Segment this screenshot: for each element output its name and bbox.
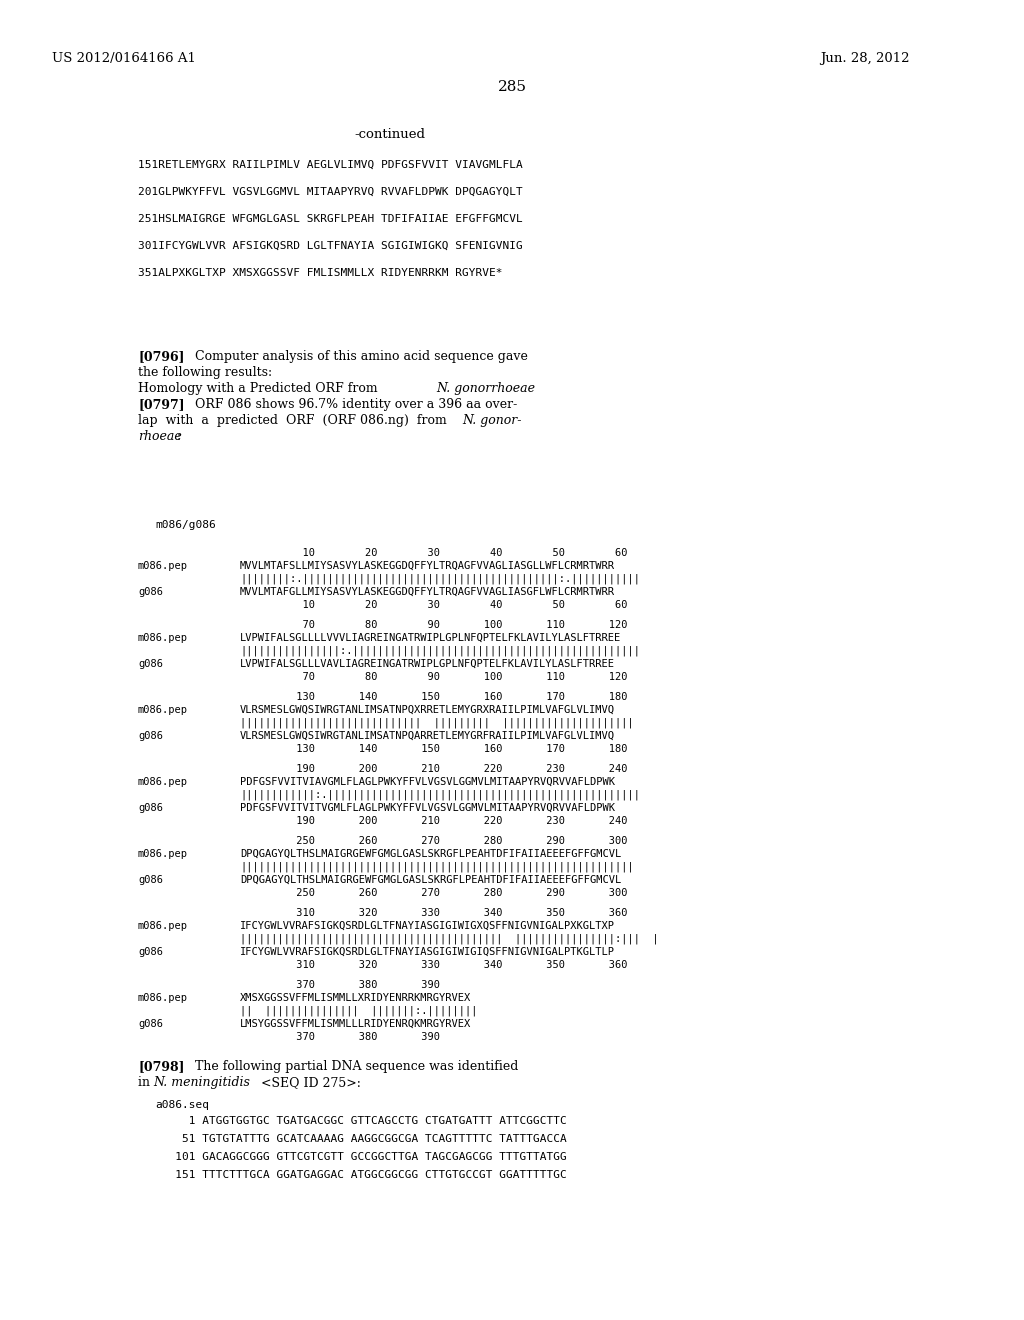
Text: MVVLMTAFGLLMIYSASVYLASKEGGDQFFYLTRQAGFVVAGLIASGFLWFLCRMRTWRR: MVVLMTAFGLLMIYSASVYLASKEGGDQFFYLTRQAGFVV… xyxy=(240,587,615,597)
Text: LVPWIFALSGLLLLVVVLIAGREINGATRWIPLGPLNFQPTELFKLAVILYLASLFTRREE: LVPWIFALSGLLLLVVVLIAGREINGATRWIPLGPLNFQP… xyxy=(240,634,622,643)
Text: 1 ATGGTGGTGC TGATGACGGC GTTCAGCCTG CTGATGATTT ATTCGGCTTC: 1 ATGGTGGTGC TGATGACGGC GTTCAGCCTG CTGAT… xyxy=(155,1115,566,1126)
Text: Jun. 28, 2012: Jun. 28, 2012 xyxy=(820,51,909,65)
Text: Homology with a Predicted ORF from: Homology with a Predicted ORF from xyxy=(138,381,382,395)
Text: g086: g086 xyxy=(138,803,163,813)
Text: 70        80        90       100       110       120: 70 80 90 100 110 120 xyxy=(240,620,628,630)
Text: 130       140       150       160       170       180: 130 140 150 160 170 180 xyxy=(240,692,628,702)
Text: ORF 086 shows 96.7% identity over a 396 aa over-: ORF 086 shows 96.7% identity over a 396 … xyxy=(183,399,517,411)
Text: IFCYGWLVVRAFSIGKQSRDLGLTFNAYIASGIGIWIGXQSFFNIGVNIGALPXKGLTXP: IFCYGWLVVRAFSIGKQSRDLGLTFNAYIASGIGIWIGXQ… xyxy=(240,921,615,931)
Text: 10        20        30        40        50        60: 10 20 30 40 50 60 xyxy=(240,548,628,558)
Text: PDFGSFVVITVIAVGMLFLAGLPWKYFFVLVGSVLGGMVLMITAAPYRVQRVVAFLDPWK: PDFGSFVVITVIAVGMLFLAGLPWKYFFVLVGSVLGGMVL… xyxy=(240,777,615,787)
Text: lap  with  a  predicted  ORF  (ORF 086.ng)  from: lap with a predicted ORF (ORF 086.ng) fr… xyxy=(138,414,451,426)
Text: m086.pep: m086.pep xyxy=(138,634,188,643)
Text: Computer analysis of this amino acid sequence gave: Computer analysis of this amino acid seq… xyxy=(183,350,528,363)
Text: ||||||||:.|||||||||||||||||||||||||||||||||||||||||:.|||||||||||: ||||||||:.||||||||||||||||||||||||||||||… xyxy=(240,574,640,585)
Text: 130       140       150       160       170       180: 130 140 150 160 170 180 xyxy=(240,744,628,754)
Text: 190       200       210       220       230       240: 190 200 210 220 230 240 xyxy=(240,764,628,774)
Text: IFCYGWLVVRAFSIGKQSRDLGLTFNAYIASGIGIWIGIQSFFNIGVNIGALPTKGLTLP: IFCYGWLVVRAFSIGKQSRDLGLTFNAYIASGIGIWIGIQ… xyxy=(240,946,615,957)
Text: VLRSMESLGWQSIWRGTANLIMSATNPQXRRETLEMYGRXRAIILPIMLVAFGLVLIMVQ: VLRSMESLGWQSIWRGTANLIMSATNPQXRRETLEMYGRX… xyxy=(240,705,615,715)
Text: 101 GACAGGCGGG GTTCGTCGTT GCCGGCTTGA TAGCGAGCGG TTTGTTATGG: 101 GACAGGCGGG GTTCGTCGTT GCCGGCTTGA TAG… xyxy=(155,1152,566,1162)
Text: ||  |||||||||||||||  |||||||:.||||||||: || ||||||||||||||| |||||||:.|||||||| xyxy=(240,1006,477,1016)
Text: 250       260       270       280       290       300: 250 260 270 280 290 300 xyxy=(240,836,628,846)
Text: |||||||||||||||||||||||||||||||||||||||||||||||||||||||||||||||: ||||||||||||||||||||||||||||||||||||||||… xyxy=(240,862,634,873)
Text: ||||||||||||||||||||||||||||||||||||||||||  ||||||||||||||||:|||  |: ||||||||||||||||||||||||||||||||||||||||… xyxy=(240,935,658,945)
Text: m086.pep: m086.pep xyxy=(138,777,188,787)
Text: m086/g086: m086/g086 xyxy=(155,520,216,531)
Text: rhoeae: rhoeae xyxy=(138,430,181,444)
Text: N. gonorrhoeae: N. gonorrhoeae xyxy=(436,381,535,395)
Text: -continued: -continued xyxy=(354,128,426,141)
Text: PDFGSFVVITVITVGMLFLAGLPWKYFFVLVGSVLGGMVLMITAAPYRVQRVVAFLDPWK: PDFGSFVVITVITVGMLFLAGLPWKYFFVLVGSVLGGMVL… xyxy=(240,803,615,813)
Text: 285: 285 xyxy=(498,81,526,94)
Text: g086: g086 xyxy=(138,1019,163,1030)
Text: :: : xyxy=(177,430,181,444)
Text: 151RETLEMYGRX RAIILPIMLV AEGLVLIMVQ PDFGSFVVIT VIAVGMLFLA: 151RETLEMYGRX RAIILPIMLV AEGLVLIMVQ PDFG… xyxy=(138,160,522,170)
Text: 370       380       390: 370 380 390 xyxy=(240,1032,440,1041)
Text: 51 TGTGTATTTG GCATCAAAAG AAGGCGGCGA TCAGTTTTTC TATTTGACCA: 51 TGTGTATTTG GCATCAAAAG AAGGCGGCGA TCAG… xyxy=(155,1134,566,1144)
Text: [0798]: [0798] xyxy=(138,1060,184,1073)
Text: a086.seq: a086.seq xyxy=(155,1100,209,1110)
Text: The following partial DNA sequence was identified: The following partial DNA sequence was i… xyxy=(183,1060,518,1073)
Text: g086: g086 xyxy=(138,731,163,741)
Text: g086: g086 xyxy=(138,659,163,669)
Text: LVPWIFALSGLLLVAVLIAGREINGATRWIPLGPLNFQPTELFKLAVILYLASLFTRREE: LVPWIFALSGLLLVAVLIAGREINGATRWIPLGPLNFQPT… xyxy=(240,659,615,669)
Text: ||||||||||||||||:.||||||||||||||||||||||||||||||||||||||||||||||: ||||||||||||||||:.||||||||||||||||||||||… xyxy=(240,645,640,656)
Text: m086.pep: m086.pep xyxy=(138,705,188,715)
Text: <SEQ ID 275>:: <SEQ ID 275>: xyxy=(257,1076,360,1089)
Text: 310       320       330       340       350       360: 310 320 330 340 350 360 xyxy=(240,960,628,970)
Text: N. meningitidis: N. meningitidis xyxy=(153,1076,250,1089)
Text: DPQGAGYQLTHSLMAIGRGEWFGMGLGASLSKRGFLPEAHTDFIFAIIAEEEFGFFGMCVL: DPQGAGYQLTHSLMAIGRGEWFGMGLGASLSKRGFLPEAH… xyxy=(240,849,622,859)
Text: 201GLPWKYFFVL VGSVLGGMVL MITAAPYRVQ RVVAFLDPWK DPQGAGYQLT: 201GLPWKYFFVL VGSVLGGMVL MITAAPYRVQ RVVA… xyxy=(138,187,522,197)
Text: in: in xyxy=(138,1076,154,1089)
Text: g086: g086 xyxy=(138,875,163,884)
Text: g086: g086 xyxy=(138,946,163,957)
Text: 370       380       390: 370 380 390 xyxy=(240,979,440,990)
Text: |||||||||||||||||||||||||||||  |||||||||  |||||||||||||||||||||: ||||||||||||||||||||||||||||| ||||||||| … xyxy=(240,718,634,729)
Text: VLRSMESLGWQSIWRGTANLIMSATNPQARRETLEMYGRFRAIILPIMLVAFGLVLIMVQ: VLRSMESLGWQSIWRGTANLIMSATNPQARRETLEMYGRF… xyxy=(240,731,615,741)
Text: 70        80        90       100       110       120: 70 80 90 100 110 120 xyxy=(240,672,628,682)
Text: DPQGAGYQLTHSLMAIGRGEWFGMGLGASLSKRGFLPEAHTDFIFAIIAEEEFGFFGMCVL: DPQGAGYQLTHSLMAIGRGEWFGMGLGASLSKRGFLPEAH… xyxy=(240,875,622,884)
Text: m086.pep: m086.pep xyxy=(138,849,188,859)
Text: LMSYGGSSVFFMLISMMLLLRIDYENRQKMRGYRVEX: LMSYGGSSVFFMLISMMLLLRIDYENRQKMRGYRVEX xyxy=(240,1019,471,1030)
Text: 190       200       210       220       230       240: 190 200 210 220 230 240 xyxy=(240,816,628,826)
Text: the following results:: the following results: xyxy=(138,366,272,379)
Text: 351ALPXKGLTXP XMSXGGSSVF FMLISMMLLX RIDYENRRKM RGYRVE*: 351ALPXKGLTXP XMSXGGSSVF FMLISMMLLX RIDY… xyxy=(138,268,503,279)
Text: m086.pep: m086.pep xyxy=(138,921,188,931)
Text: m086.pep: m086.pep xyxy=(138,561,188,572)
Text: 250       260       270       280       290       300: 250 260 270 280 290 300 xyxy=(240,888,628,898)
Text: [0796]: [0796] xyxy=(138,350,184,363)
Text: MVVLMTAFSLLMIYSASVYLASKEGGDQFFYLTRQAGFVVAGLIASGLLWFLCRMRTWRR: MVVLMTAFSLLMIYSASVYLASKEGGDQFFYLTRQAGFVV… xyxy=(240,561,615,572)
Text: US 2012/0164166 A1: US 2012/0164166 A1 xyxy=(52,51,196,65)
Text: [0797]: [0797] xyxy=(138,399,184,411)
Text: 251HSLMAIGRGE WFGMGLGASL SKRGFLPEAH TDFIFAIIAE EFGFFGMCVL: 251HSLMAIGRGE WFGMGLGASL SKRGFLPEAH TDFI… xyxy=(138,214,522,224)
Text: 301IFCYGWLVVR AFSIGKQSRD LGLTFNAYIA SGIGIWIGKQ SFENIGVNIG: 301IFCYGWLVVR AFSIGKQSRD LGLTFNAYIA SGIG… xyxy=(138,242,522,251)
Text: m086.pep: m086.pep xyxy=(138,993,188,1003)
Text: g086: g086 xyxy=(138,587,163,597)
Text: N. gonor-: N. gonor- xyxy=(462,414,521,426)
Text: 151 TTTCTTTGCA GGATGAGGAC ATGGCGGCGG CTTGTGCCGT GGATTTTTGC: 151 TTTCTTTGCA GGATGAGGAC ATGGCGGCGG CTT… xyxy=(155,1170,566,1180)
Text: ||||||||||||:.||||||||||||||||||||||||||||||||||||||||||||||||||: ||||||||||||:.||||||||||||||||||||||||||… xyxy=(240,789,640,800)
Text: XMSXGGSSVFFMLISMMLLXRIDYENRRKMRGYRVEX: XMSXGGSSVFFMLISMMLLXRIDYENRRKMRGYRVEX xyxy=(240,993,471,1003)
Text: 310       320       330       340       350       360: 310 320 330 340 350 360 xyxy=(240,908,628,917)
Text: 10        20        30        40        50        60: 10 20 30 40 50 60 xyxy=(240,601,628,610)
